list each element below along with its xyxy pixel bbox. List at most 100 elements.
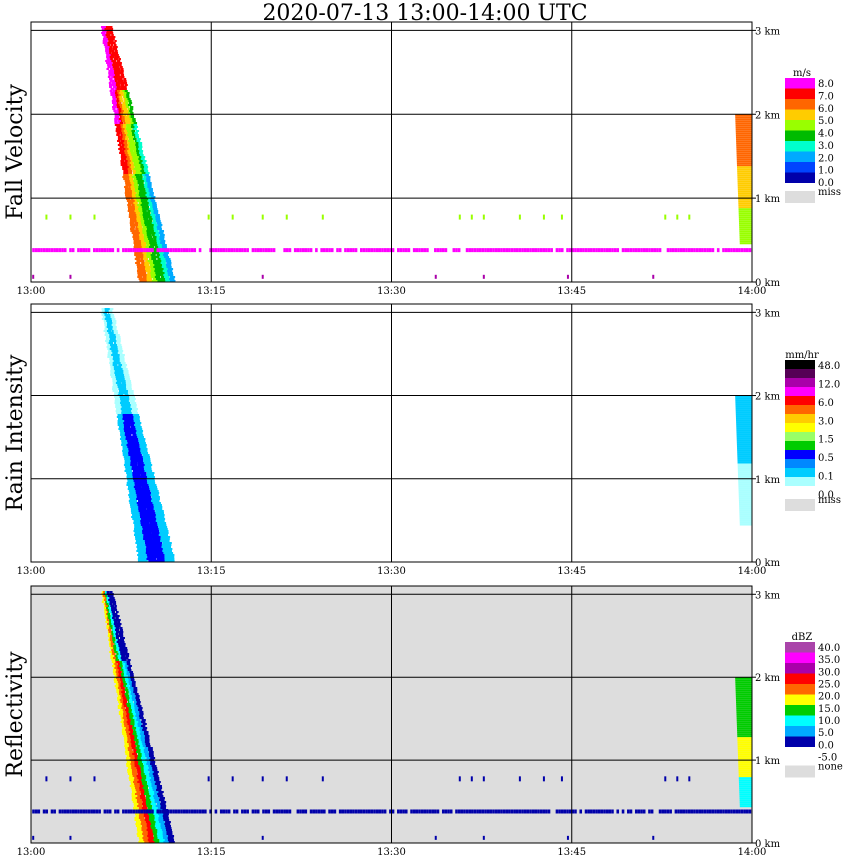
shaft-cell	[156, 785, 162, 787]
shaft-cell	[117, 655, 121, 657]
shaft-cell	[112, 358, 118, 360]
shaft-cell	[145, 172, 150, 174]
shaft-cell	[136, 260, 142, 262]
shaft-cell	[105, 332, 110, 334]
late-echo-cell	[736, 707, 752, 710]
shaft-cell	[141, 777, 148, 779]
legend-swatch	[785, 468, 815, 477]
band-cell	[161, 248, 165, 253]
band-cell	[159, 248, 162, 253]
legend: dBZ40.035.030.025.020.015.010.05.00.0-5.…	[785, 632, 843, 778]
shaft-cell	[153, 797, 160, 799]
shaft-cell	[117, 420, 124, 422]
shaft-cell	[165, 258, 171, 260]
shaft-cell	[138, 472, 147, 474]
shaft-cell	[126, 386, 132, 388]
shaft-cell	[126, 388, 132, 390]
shaft-cell	[132, 132, 136, 134]
shaft-cell	[147, 482, 156, 484]
legend-label: 5.0	[818, 116, 834, 127]
shaft-cell	[130, 406, 137, 408]
band-cell	[484, 248, 487, 253]
shaft-cell	[146, 761, 152, 763]
late-echo-cell	[736, 715, 752, 718]
shaft-cell	[129, 695, 134, 697]
speckle-cell	[93, 776, 96, 782]
legend-swatch	[785, 396, 815, 405]
band-cell	[574, 809, 577, 814]
x-tick-label: 14:00	[738, 847, 767, 858]
band-cell	[484, 809, 487, 814]
late-echo-cell	[737, 465, 752, 468]
shaft-cell	[124, 144, 129, 146]
band-cell	[338, 248, 342, 253]
speckle-cell	[676, 776, 679, 782]
shaft-cell	[141, 807, 148, 809]
shaft-cell	[125, 138, 129, 140]
shaft-cell	[143, 164, 148, 166]
shaft-cell	[109, 70, 113, 72]
shaft-cell	[140, 751, 146, 753]
shaft-cell	[117, 72, 121, 74]
shaft-cell	[110, 332, 115, 334]
band-cell	[558, 248, 561, 253]
shaft-cell	[144, 262, 150, 264]
shaft-cell	[107, 64, 111, 66]
shaft-cell	[135, 262, 141, 264]
legend-label: 10.0	[818, 716, 840, 727]
speckle-cell	[518, 214, 521, 220]
shaft-cell	[131, 695, 136, 697]
shaft-cell	[108, 82, 112, 84]
shaft-cell	[135, 540, 146, 542]
shaft-cell	[109, 324, 114, 326]
shaft-cell	[113, 62, 117, 64]
shaft-cell	[140, 735, 146, 737]
legend-swatch	[785, 109, 815, 120]
shaft-cell	[121, 691, 126, 693]
late-echo-cell	[735, 403, 752, 406]
late-echo-cell	[735, 413, 752, 416]
shaft-cell	[137, 723, 142, 725]
shaft-cell	[129, 110, 133, 112]
shaft-cell	[159, 254, 166, 256]
shaft-cell	[146, 554, 157, 556]
band-cell	[447, 809, 450, 814]
shaft-cell	[141, 172, 146, 174]
shaft-cell	[124, 188, 130, 190]
speckle-cell	[261, 274, 264, 279]
shaft-cell	[152, 206, 157, 208]
band-cell	[682, 248, 686, 253]
shaft-cell	[118, 623, 122, 625]
shaft-cell	[137, 208, 143, 210]
shaft-cell	[155, 821, 162, 823]
late-echo-cell	[738, 497, 752, 500]
late-echo-cell	[738, 220, 752, 223]
shaft-cell	[113, 52, 116, 54]
legend-label: 1.0	[818, 166, 834, 177]
band-cell	[365, 809, 368, 814]
shaft-cell	[129, 753, 135, 755]
shaft-cell	[136, 198, 141, 200]
shaft-cell	[109, 364, 115, 366]
band-cell	[246, 248, 249, 253]
shaft-cell	[137, 244, 143, 246]
shaft-cell	[114, 681, 118, 683]
shaft-cell	[138, 152, 143, 154]
shaft-cell	[148, 841, 155, 843]
shaft-cell	[114, 605, 117, 607]
shaft-cell	[128, 216, 134, 218]
shaft-cell	[124, 190, 130, 192]
shaft-cell	[123, 78, 127, 80]
late-echo-cell	[736, 727, 752, 730]
shaft-cell	[151, 234, 157, 236]
shaft-cell	[133, 486, 142, 488]
shaft-cell	[114, 675, 119, 677]
shaft-cell	[136, 430, 144, 432]
shaft-cell	[132, 773, 138, 775]
band-cell	[204, 809, 207, 814]
shaft-cell	[102, 30, 105, 32]
shaft-cell	[150, 528, 160, 530]
shaft-cell	[133, 731, 138, 733]
band-cell	[108, 809, 112, 814]
